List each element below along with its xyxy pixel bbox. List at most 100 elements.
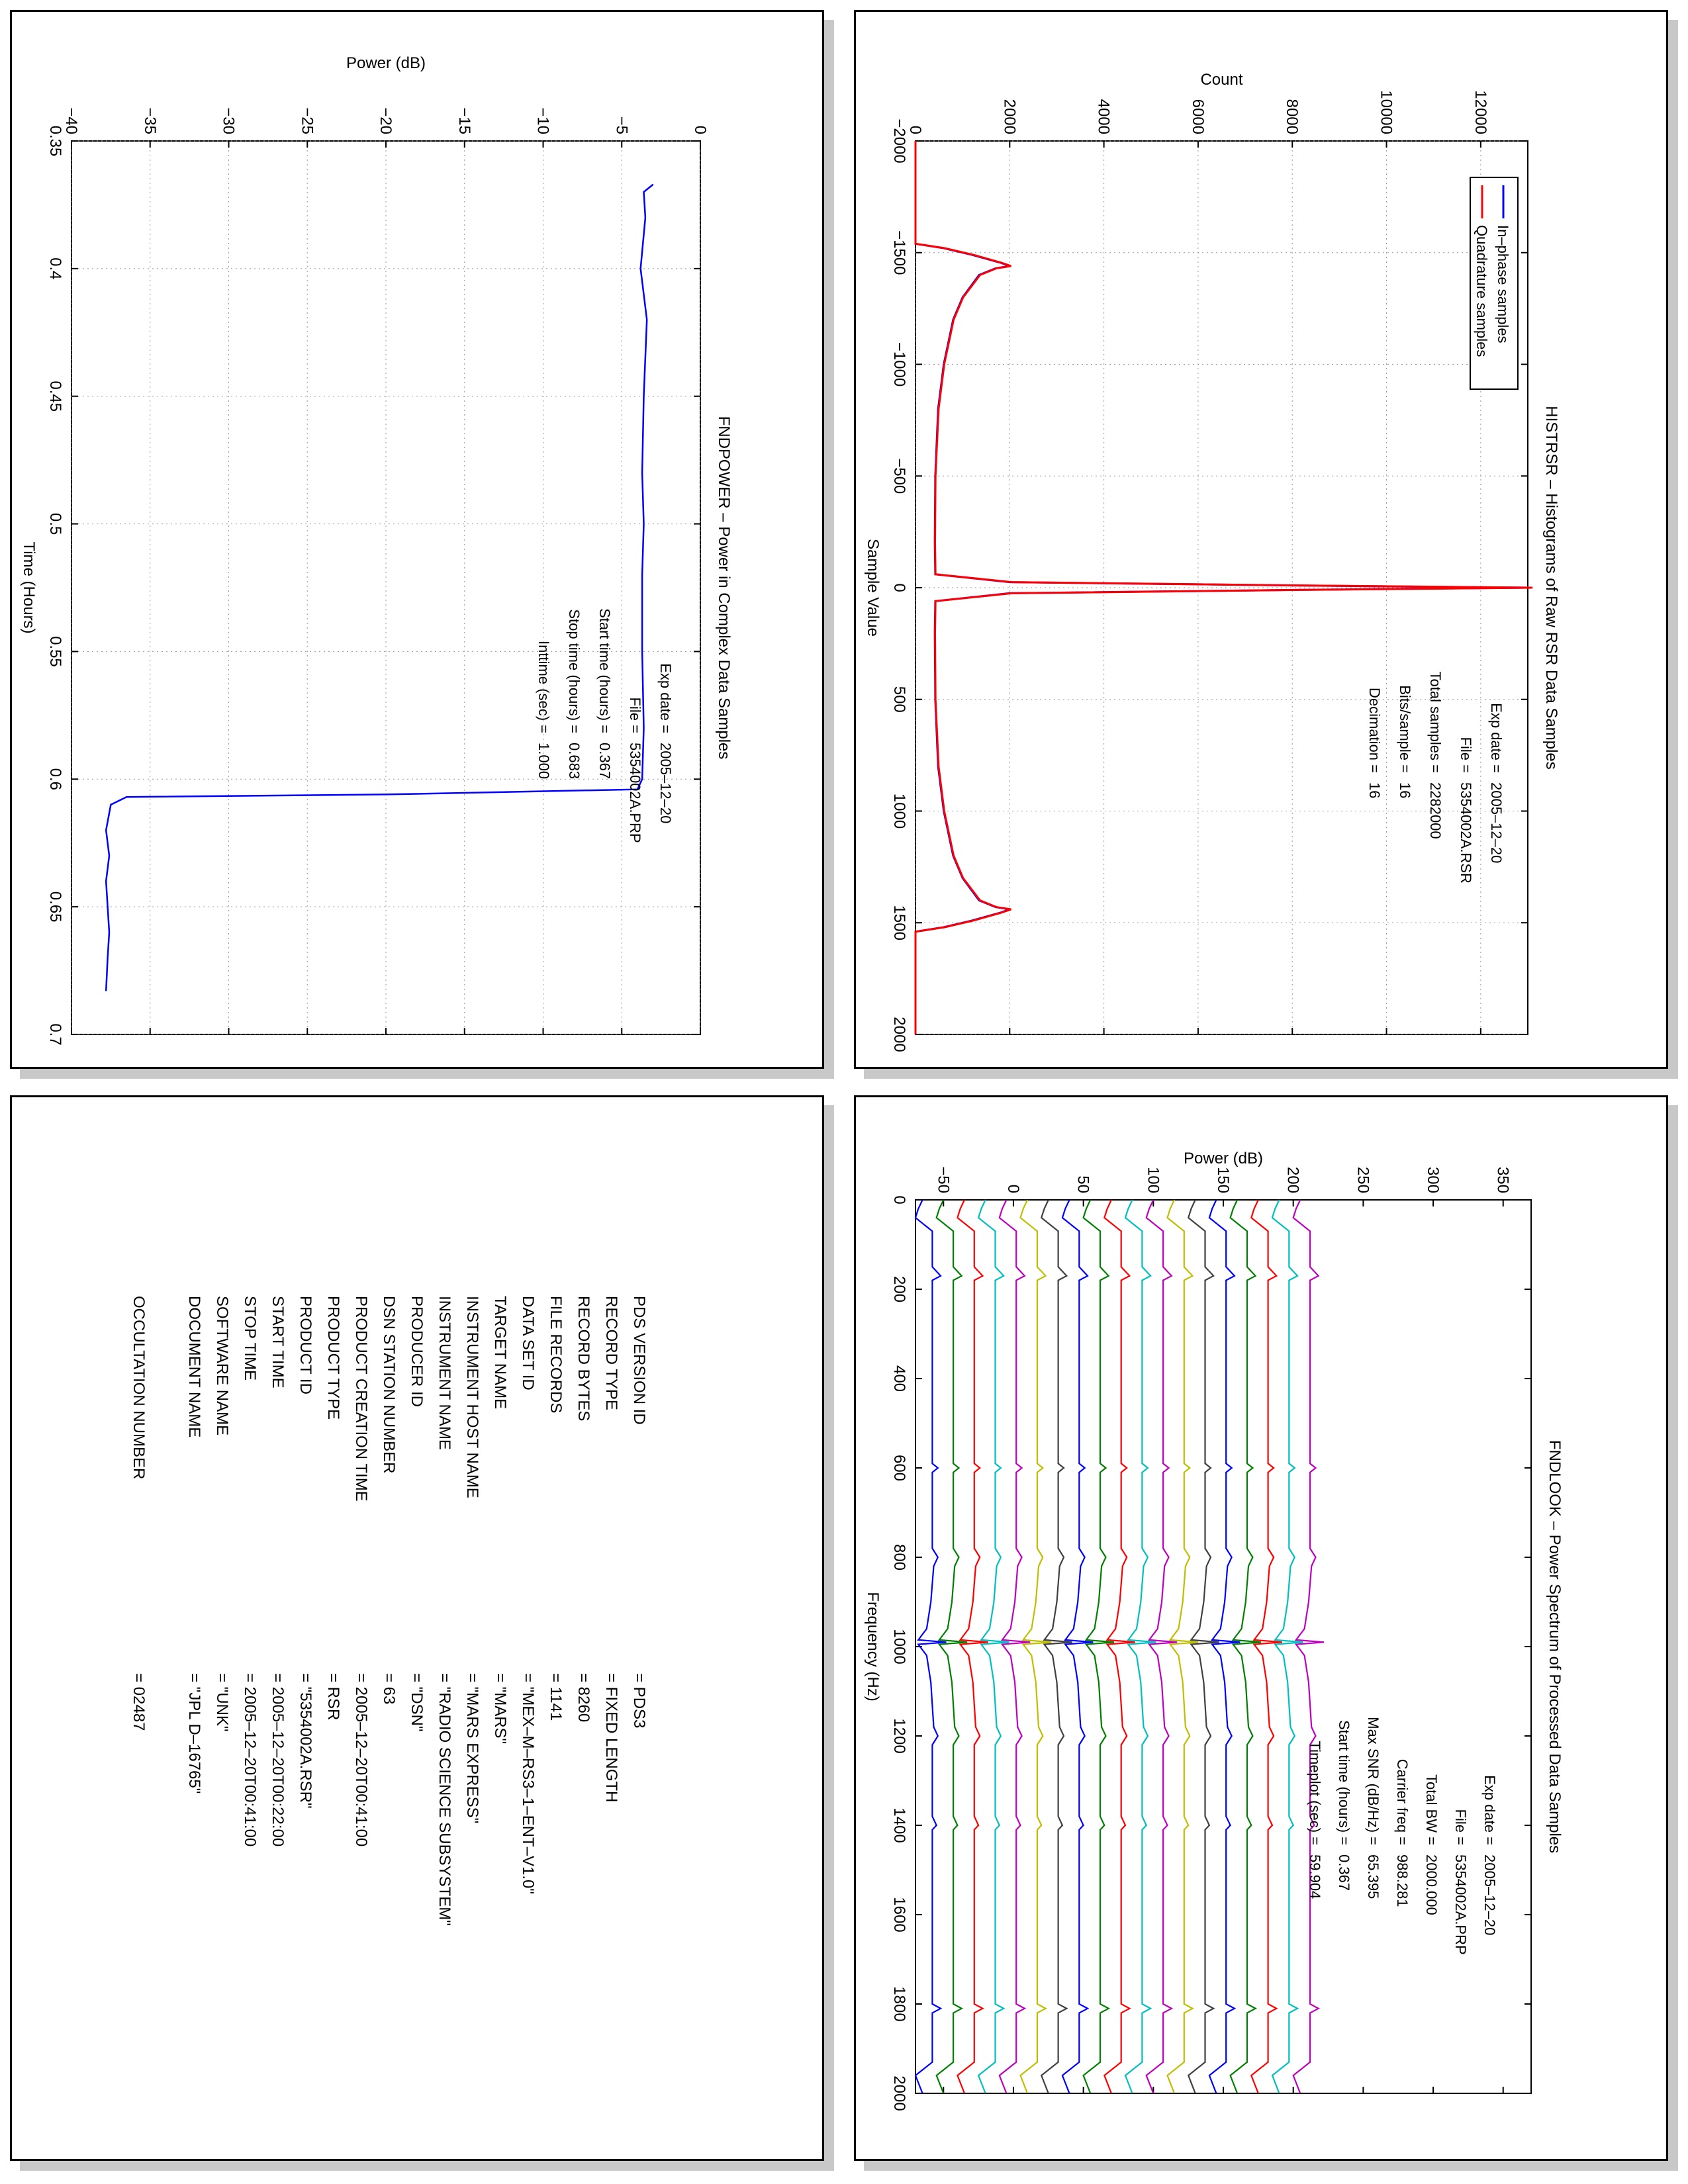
- panel-paper: PDS VERSION ID = PDS3 RECORD TYPE = FIXED L…: [10, 1095, 824, 2161]
- label-key: DOCUMENT NAME: [185, 1296, 203, 1437]
- y-tick-label: 50: [1074, 1175, 1092, 1193]
- annotation-label: Exp date =: [657, 663, 674, 733]
- label-value: = "MEX–M–RS3–1–ENT–V1.0": [519, 1673, 537, 1894]
- label-value: = "RADIO SCIENCE SUBSYSTEM": [436, 1673, 453, 1926]
- series-line-quadrature: [914, 141, 1533, 1034]
- annotation-value: 988.281: [1394, 1854, 1411, 1907]
- annotation-label: Start time (hours) =: [1336, 1720, 1352, 1845]
- y-tick-label: 2000: [1000, 99, 1018, 134]
- annotation-value: 5354002A.RSR: [1458, 782, 1474, 884]
- annotation-label: Total BW =: [1423, 1774, 1440, 1845]
- spectrum-trace: [914, 1199, 947, 2094]
- annotation-label: Decimation =: [1366, 688, 1383, 773]
- y-axis-label: Count: [1200, 71, 1243, 89]
- x-tick-label: 500: [890, 686, 908, 713]
- x-tick-label: −2000: [890, 118, 908, 163]
- y-tick-label: 0: [906, 126, 924, 134]
- pds-label-panel: PDS VERSION ID = PDS3 RECORD TYPE = FIXED L…: [10, 1095, 837, 2174]
- plot-frame: [71, 140, 701, 1035]
- y-axis-label: Power (dB): [346, 54, 426, 72]
- y-tick-label: −15: [455, 107, 473, 134]
- y-tick-label: −5: [612, 116, 630, 134]
- label-value: = "5354002A.RSR": [297, 1673, 314, 1809]
- x-tick-label: 800: [890, 1544, 908, 1570]
- y-tick-label: 200: [1284, 1167, 1302, 1193]
- x-tick-label: 1000: [890, 794, 908, 829]
- panel-paper: −2000 −1500 −1000 −500 0 500 1000 1500 2000 0 2000…: [854, 10, 1668, 1069]
- legend-entry-in-phase: In–phase samples: [1495, 225, 1511, 343]
- label-key: DSN STATION NUMBER: [380, 1296, 398, 1473]
- spectrum-trace: [1271, 1199, 1303, 2094]
- spectrum-trace: [1040, 1199, 1072, 2094]
- y-axis-label: Power (dB): [1184, 1150, 1263, 1167]
- legend-entry-quadrature: Quadrature samples: [1474, 225, 1490, 357]
- x-tick-label: 0.6: [46, 768, 64, 790]
- spectrum-trace: [1124, 1199, 1156, 2094]
- spectrum-trace: [1145, 1199, 1178, 2094]
- spectrum-trace: [1166, 1199, 1199, 2094]
- spectrum-trace: [935, 1199, 968, 2094]
- y-tick-label: −35: [141, 107, 159, 134]
- y-tick-label: 250: [1354, 1167, 1372, 1193]
- label-key: PDS VERSION ID: [630, 1296, 648, 1425]
- label-key: INSTRUMENT HOST NAME: [463, 1296, 481, 1498]
- annotation-label: File =: [627, 698, 643, 733]
- label-key: STOP TIME: [241, 1296, 259, 1381]
- x-tick-label: 0: [890, 1195, 908, 1204]
- spectrum-chart: 0200400600800100012001400160018002000−50…: [864, 1150, 1564, 2111]
- annotation-value: 1.000: [536, 743, 552, 779]
- plot-frame: [915, 1199, 1532, 2094]
- annotation-value: 16: [1397, 782, 1413, 798]
- x-tick-label: 1500: [890, 905, 908, 940]
- spectrum-trace: [1061, 1199, 1094, 2094]
- x-axis-label: Sample Value: [864, 539, 882, 637]
- annotation-label: Total samples =: [1427, 672, 1444, 773]
- x-tick-label: 600: [890, 1455, 908, 1481]
- x-tick-label: 2000: [890, 1017, 908, 1052]
- spectrum-trace: [957, 1199, 988, 2094]
- label-key: INSTRUMENT NAME: [436, 1296, 453, 1450]
- label-key: PRODUCT TYPE: [324, 1296, 342, 1420]
- label-value: = 2005–12–20T00:41:00: [352, 1673, 370, 1846]
- y-tick-label: 12000: [1472, 90, 1489, 134]
- x-tick-label: 200: [890, 1276, 908, 1302]
- y-tick-label: 6000: [1189, 99, 1207, 134]
- legend-box: [1470, 177, 1519, 390]
- label-key: PRODUCT ID: [297, 1296, 314, 1394]
- spectrum-trace: [1103, 1199, 1135, 2094]
- label-value: = "MARS EXPRESS": [463, 1673, 481, 1823]
- x-tick-label: −1500: [890, 230, 908, 275]
- label-value: = 2005–12–20T00:41:00: [241, 1673, 259, 1846]
- x-tick-label: 1200: [890, 1718, 908, 1753]
- x-tick-label: 2000: [890, 2075, 908, 2111]
- y-tick-label: 10000: [1378, 90, 1395, 134]
- y-tick-label: −25: [298, 107, 316, 134]
- x-tick-label: −500: [890, 458, 908, 494]
- label-value: = "JPL D–16765": [185, 1673, 203, 1794]
- label-key: START TIME: [269, 1296, 287, 1388]
- x-tick-label: 0.55: [46, 636, 64, 667]
- x-tick-label: 1400: [890, 1807, 908, 1843]
- spectrum-trace: [1019, 1199, 1052, 2094]
- label-key: TARGET NAME: [491, 1296, 509, 1409]
- spectrum-trace: [998, 1199, 1031, 2094]
- label-key: FILE RECORDS: [547, 1296, 565, 1413]
- annotation-label: File =: [1458, 737, 1474, 773]
- x-tick-label: 1600: [890, 1897, 908, 1932]
- annotation-label: Stop time (hours) =: [566, 609, 583, 733]
- spectrum-trace: [977, 1199, 1009, 2094]
- annotation-label: Bits/sample =: [1397, 685, 1413, 773]
- spectrum-trace: [1208, 1199, 1241, 2094]
- label-value: = "MARS": [491, 1673, 509, 1744]
- annotation-label: Exp date =: [1488, 703, 1505, 773]
- x-tick-label: 1000: [890, 1629, 908, 1664]
- y-tick-label: −20: [377, 107, 395, 134]
- chart-title: FNDPOWER – Power in Complex Data Samples: [715, 416, 733, 760]
- y-tick-label: 300: [1424, 1167, 1442, 1193]
- annotation-value: 2005–12–20: [657, 743, 674, 823]
- annotation-label: Max SNR (dB/Hz) =: [1365, 1717, 1382, 1845]
- annotation-value: 65.395: [1365, 1854, 1382, 1899]
- spectrum-trace: [1082, 1199, 1115, 2094]
- panel-paper: 0 200 400 600 800 1000 1200 1400 1600 1800 2000 −50…: [854, 1095, 1668, 2161]
- x-tick-label: 0: [890, 583, 908, 592]
